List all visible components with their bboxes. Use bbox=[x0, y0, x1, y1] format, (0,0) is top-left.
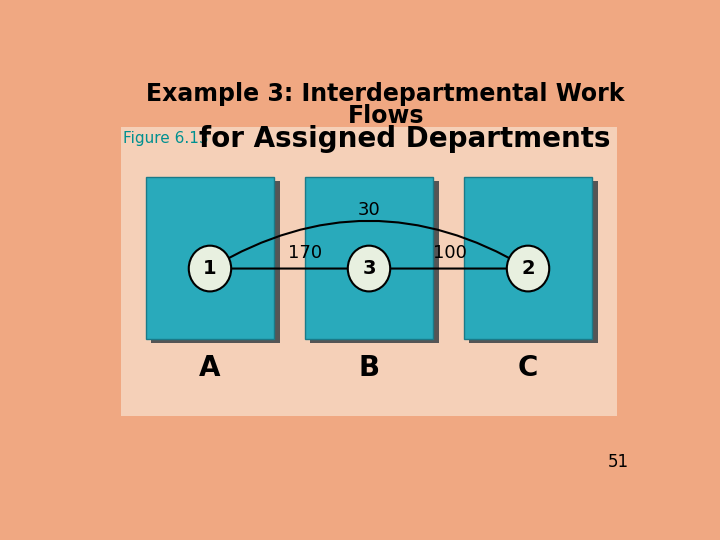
FancyBboxPatch shape bbox=[305, 177, 433, 339]
Ellipse shape bbox=[189, 246, 231, 292]
Text: A: A bbox=[199, 354, 221, 381]
Text: 30: 30 bbox=[358, 201, 380, 219]
Text: 3: 3 bbox=[362, 259, 376, 278]
Text: B: B bbox=[359, 354, 379, 381]
Text: 1: 1 bbox=[203, 259, 217, 278]
FancyBboxPatch shape bbox=[464, 177, 593, 339]
FancyBboxPatch shape bbox=[310, 181, 438, 343]
Ellipse shape bbox=[507, 246, 549, 292]
Text: C: C bbox=[518, 354, 539, 381]
Text: 170: 170 bbox=[288, 244, 322, 262]
FancyBboxPatch shape bbox=[121, 127, 617, 416]
Text: Figure 6.13: Figure 6.13 bbox=[124, 131, 209, 146]
FancyBboxPatch shape bbox=[469, 181, 598, 343]
Text: Flows: Flows bbox=[348, 104, 424, 127]
Text: 2: 2 bbox=[521, 259, 535, 278]
FancyBboxPatch shape bbox=[151, 181, 279, 343]
Text: 100: 100 bbox=[433, 244, 467, 262]
Text: Example 3: Interdepartmental Work: Example 3: Interdepartmental Work bbox=[146, 82, 625, 106]
FancyBboxPatch shape bbox=[145, 177, 274, 339]
Text: 51: 51 bbox=[608, 454, 629, 471]
Text: for Assigned Departments: for Assigned Departments bbox=[199, 125, 611, 153]
Ellipse shape bbox=[348, 246, 390, 292]
